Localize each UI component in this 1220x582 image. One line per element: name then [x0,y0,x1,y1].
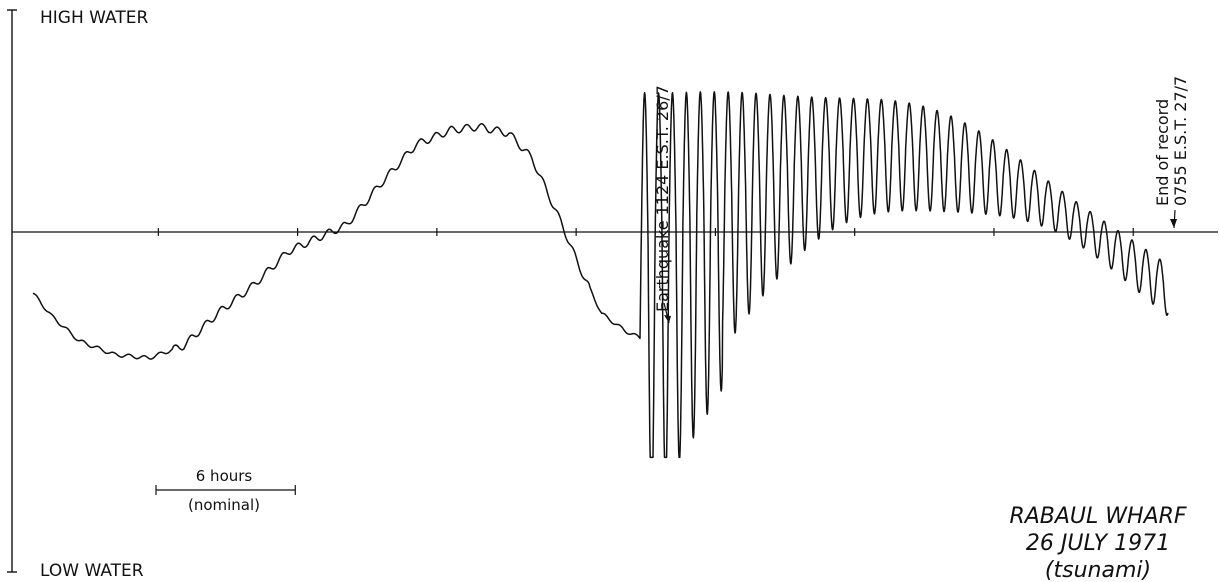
chart-title-line-2: 26 JULY 1971 [1026,531,1170,556]
chart-title-line-3: (tsunami) [1045,558,1151,582]
earthquake-annotation: Earthquake 1124 E.S.T. 26/7 [653,85,672,312]
scale-bar: 6 hours (nominal) [155,467,296,514]
earthquake-arrowhead [664,315,671,323]
high-water-label: HIGH WATER [40,8,148,28]
hour-ticks [157,228,1134,236]
end-of-record-label: End of record [1153,99,1172,206]
scale-bar-label: 6 hours [196,467,253,485]
scale-bar-sublabel: (nominal) [188,496,260,514]
end-of-record-arrowhead [1170,219,1177,228]
end-of-record-time: 0755 E.S.T. 27/7 [1171,76,1190,206]
tide-record-line [32,91,1169,459]
low-water-label: LOW WATER [40,561,144,581]
chart-title-line-1: RABAUL WHARF [1009,504,1186,529]
